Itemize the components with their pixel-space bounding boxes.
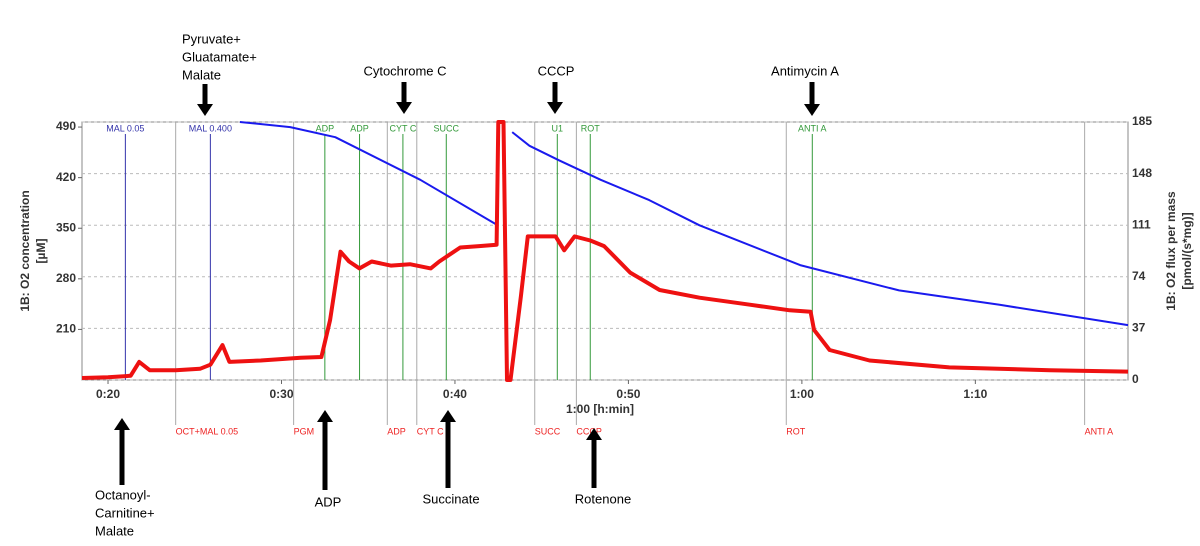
arrow-head	[804, 104, 820, 116]
event-label: CYT C	[389, 123, 416, 133]
event-label: MAL 0.400	[189, 123, 232, 133]
arrow-head	[396, 102, 412, 114]
y2-axis-label-line: [pmol/(s*mg)]	[1180, 212, 1194, 289]
annotation: Carnitine+	[95, 505, 155, 520]
annotation: CCCP	[538, 63, 575, 78]
event-label: SUCC	[535, 426, 561, 436]
y-axis-label: 1B: O2 concentration [µM]	[18, 190, 48, 311]
x-tick-label: 0:30	[269, 387, 293, 401]
x-tick-label: 1:10	[963, 387, 987, 401]
x-tick-label: 0:40	[443, 387, 467, 401]
plot-frame	[81, 121, 1129, 381]
y-tick-label: 420	[56, 170, 76, 184]
y-axis-label-line: 1B: O2 concentration	[18, 190, 32, 311]
y2-tick-label: 185	[1132, 114, 1152, 128]
annotation: Cytochrome C	[363, 63, 446, 78]
x-tick-label: 1:00	[790, 387, 814, 401]
y-axis-label-line: [µM]	[34, 239, 48, 264]
x-tick-label: 0:50	[616, 387, 640, 401]
data-line	[81, 120, 1129, 382]
event-label: ROT	[786, 426, 806, 436]
event-label: PGM	[294, 426, 315, 436]
annotation: Rotenone	[575, 491, 631, 506]
annotation: Malate	[95, 523, 134, 538]
y-tick-label: 210	[56, 322, 76, 336]
event-label: OCT+MAL 0.05	[176, 426, 238, 436]
x-tick-label: 0:20	[96, 387, 120, 401]
x-axis-label: 1:00 [h:min]	[566, 402, 634, 416]
annotation: Antimycin A	[771, 63, 839, 78]
event-label: ADP	[350, 123, 369, 133]
y-tick-label: 280	[56, 271, 76, 285]
arrow-head	[197, 104, 213, 116]
event-label: ADP	[387, 426, 406, 436]
annotation: Octanoyl-	[95, 487, 151, 502]
event-label: U1	[552, 123, 564, 133]
annotation: ADP	[315, 494, 342, 509]
event-label: MAL 0.05	[106, 123, 144, 133]
event-label: CCCP	[576, 426, 602, 436]
y2-tick-label: 74	[1132, 269, 1146, 283]
event-label: ROT	[581, 123, 601, 133]
event-label: ANTI A	[798, 123, 827, 133]
y2-axis-label-line: 1B: O2 flux per mass	[1164, 191, 1178, 311]
y2-tick-label: 111	[1132, 217, 1151, 231]
annotation: Succinate	[422, 491, 479, 506]
arrow-head	[547, 102, 563, 114]
y2-tick-label: 0	[1132, 372, 1139, 386]
arrow-head	[317, 410, 333, 422]
event-label: CYT C	[417, 426, 444, 436]
arrow-head	[440, 410, 456, 422]
y2-axis-label: 1B: O2 flux per mass [pmol/(s*mg)]	[1164, 191, 1194, 311]
annotation: Gluatamate+	[182, 49, 257, 64]
arrow-head	[586, 428, 602, 440]
annotation: Pyruvate+	[182, 31, 241, 46]
event-label: SUCC	[434, 123, 460, 133]
arrow-head	[114, 418, 130, 430]
annotation: Malate	[182, 67, 221, 82]
event-label: ADP	[316, 123, 335, 133]
y2-tick-label: 148	[1132, 166, 1152, 180]
annotations: Pyruvate+ Gluatamate+ Malate Cytochrome …	[95, 31, 839, 538]
event-label: ANTI A	[1085, 426, 1114, 436]
data-line	[239, 121, 1129, 327]
y-tick-label: 350	[56, 220, 76, 234]
y2-tick-label: 37	[1132, 321, 1146, 335]
y-tick-label: 490	[56, 119, 76, 133]
